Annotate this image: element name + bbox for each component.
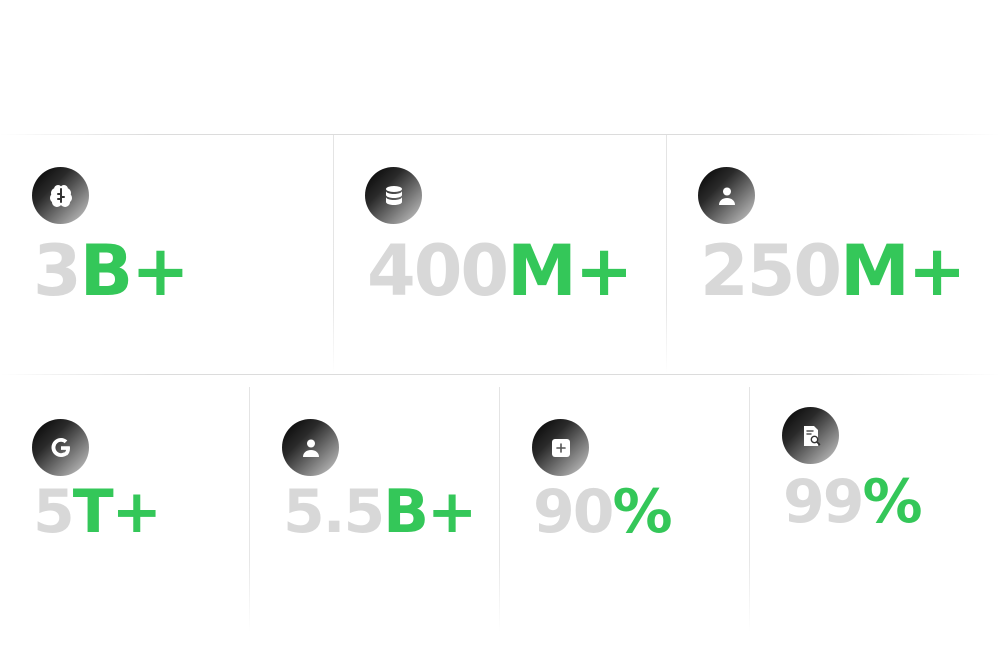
stat-unit: B+ [79,230,190,312]
stat-number: 250 [700,230,842,312]
stat-number: 400 [367,230,509,312]
stat-unit: T+ [72,477,162,547]
google-icon [32,419,89,476]
top-divider [0,134,1000,135]
column-divider [499,387,500,632]
column-divider [749,387,750,632]
stat-card-add: 90% [499,387,749,632]
stat-value: 250M+ [700,236,966,306]
stat-value: 400M+ [367,236,633,306]
document-search-icon [782,407,839,464]
column-divider [333,135,334,374]
column-divider [249,387,250,632]
stat-number: 5.5 [283,477,385,547]
stat-card-users: 5.5B+ [249,387,499,632]
stat-unit: % [612,477,673,547]
stat-number: 3 [33,230,82,312]
brain-icon [32,167,89,224]
stat-value: 5.5B+ [283,482,477,542]
user-icon [282,419,339,476]
stat-value: 90% [533,482,673,542]
stat-value: 99% [783,472,923,532]
column-divider [666,135,667,374]
stat-value: 3B+ [33,236,190,306]
stat-unit: B+ [383,477,477,547]
stat-unit: M+ [507,230,633,312]
middle-divider [0,374,1000,375]
stat-number: 90 [533,477,614,547]
add-square-icon [532,419,589,476]
user-icon [698,167,755,224]
database-icon [365,167,422,224]
stat-unit: M+ [840,230,966,312]
stat-card-database: 400M+ [333,135,666,374]
stat-number: 99 [783,467,864,537]
stat-card-document-search: 99% [749,387,1000,632]
stat-value: 5T+ [33,482,162,542]
stat-card-users: 250M+ [666,135,1000,374]
stat-unit: % [862,467,923,537]
stat-number: 5 [33,477,75,547]
stat-card-google: 5T+ [0,387,249,632]
stat-card-brain: 3B+ [0,135,333,374]
